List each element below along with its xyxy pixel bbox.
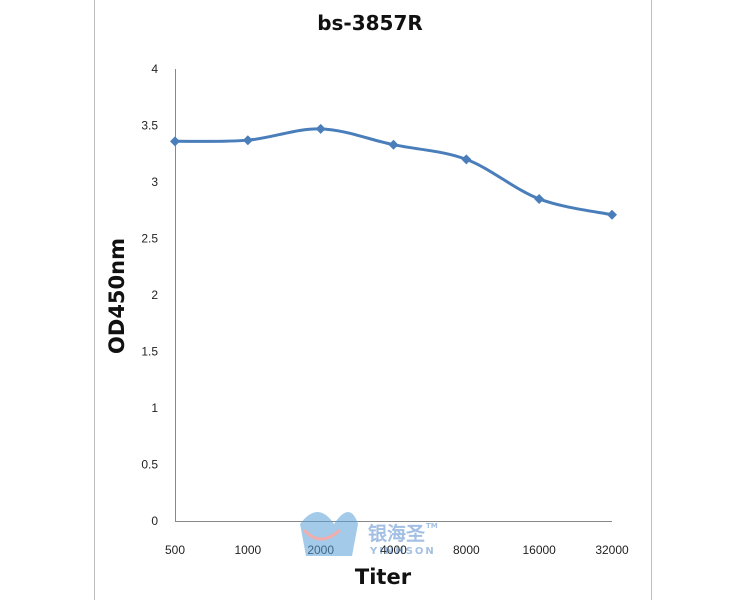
data-point-8000 xyxy=(461,154,472,165)
x-tick-label: 32000 xyxy=(595,543,629,557)
data-point-32000 xyxy=(607,209,617,220)
y-tick-label: 3.5 xyxy=(141,119,158,133)
watermark-logo-swoosh xyxy=(302,528,342,541)
x-tick-label: 16000 xyxy=(522,543,556,557)
y-tick-label: 0.5 xyxy=(141,458,158,472)
chart-title: bs-3857R xyxy=(317,11,423,35)
data-point-4000 xyxy=(388,139,399,150)
x-tick-label: 8000 xyxy=(453,543,480,557)
x-tick-label: 1000 xyxy=(234,543,261,557)
watermark-logo-mark xyxy=(300,512,358,556)
y-tick-label: 1.5 xyxy=(141,345,158,359)
data-point-1000 xyxy=(242,135,253,146)
data-point-16000 xyxy=(534,193,545,204)
y-tick-label: 4 xyxy=(151,62,158,76)
data-point-500 xyxy=(170,136,180,147)
y-tick-label: 1 xyxy=(151,401,158,415)
watermark-tm: TM xyxy=(426,522,438,530)
x-tick-label: 500 xyxy=(165,543,185,557)
x-axis-title: Titer xyxy=(355,565,412,589)
y-tick-label: 2.5 xyxy=(141,232,158,246)
series-markers xyxy=(170,123,617,220)
data-point-2000 xyxy=(315,123,326,134)
y-tick-label: 3 xyxy=(151,175,158,189)
y-tick-label: 0 xyxy=(151,514,158,528)
y-tick-label: 2 xyxy=(151,288,158,302)
y-tick-labels: 0 0.5 1 1.5 2 2.5 3 3.5 4 xyxy=(141,62,158,528)
watermark-logo: 银海圣 TM YINHSON xyxy=(300,512,438,557)
watermark-brand-cn: 银海圣 xyxy=(368,522,426,545)
y-axis-title: OD450nm xyxy=(105,238,129,354)
x-tick-label: 4000 xyxy=(380,543,407,557)
watermark-brand-en: YINHSON xyxy=(369,546,436,557)
x-tick-labels: 50010002000400080001600032000 xyxy=(165,543,629,557)
